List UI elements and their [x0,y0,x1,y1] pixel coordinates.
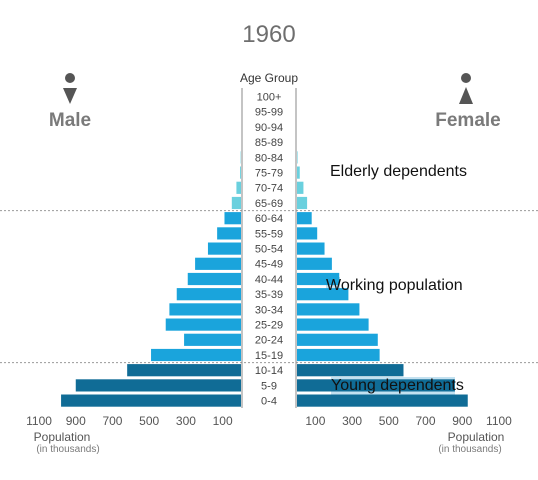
x-tick-label-right: 700 [416,414,436,428]
age-group-label: 40-44 [255,274,283,286]
age-group-header: Age Group [240,71,298,85]
age-group-label: 90-94 [255,122,283,134]
age-group-label: 5-9 [261,380,277,392]
x-tick-label-right: 300 [342,414,362,428]
male-bar [176,288,241,301]
x-axis-label-left: Population [34,430,91,444]
x-tick-label-right: 900 [452,414,472,428]
female-bar [297,196,308,210]
x-tick-label-right: 1100 [486,414,512,428]
age-group-label: 45-49 [255,259,283,271]
age-labels: 100+ 95-99 90-94 85-89 80-84 75-79 70-74 65-69 6… [255,92,283,408]
age-group-label: 55-59 [255,228,283,240]
female-icon [459,73,473,104]
female-bar [297,242,325,255]
x-tick-label-left: 700 [102,414,122,428]
male-bar [169,303,241,316]
male-bar [240,166,241,179]
age-group-label: 80-84 [255,152,283,164]
male-bar [61,394,242,407]
female-bar [297,151,298,164]
segment-label: Elderly dependents [330,163,467,180]
female-bar [297,257,332,270]
female-bar [297,212,312,225]
age-group-label: 75-79 [255,168,283,180]
age-group-label: 0-4 [261,396,277,408]
male-bar [195,257,241,270]
female-bar [297,333,378,346]
female-bar [297,379,455,392]
x-tick-label-right: 100 [305,414,325,428]
male-bar [187,272,241,286]
age-group-label: 70-74 [255,183,283,195]
segment-dividers [0,210,538,364]
x-tick-label-left: 500 [139,414,159,428]
male-bar [184,333,241,346]
female-bar [297,272,340,286]
age-group-label: 25-29 [255,320,283,332]
age-group-label: 15-19 [255,350,283,362]
female-bar [297,303,360,316]
male-bar [231,196,241,210]
male-bar [217,227,241,240]
age-group-label: 65-69 [255,198,283,210]
x-tick-label-right: 500 [379,414,399,428]
age-group-label: 10-14 [255,365,283,377]
female-bar [297,364,404,377]
x-axis-ticks: 1100 900 700 500 300 100 100 300 500 700 900 1100 [26,414,512,428]
age-group-label: 35-39 [255,289,283,301]
x-tick-label-left: 300 [176,414,196,428]
female-bar [297,227,318,240]
female-bar [297,181,304,194]
x-tick-label-left: 100 [213,414,233,428]
male-bar [75,379,241,392]
female-bar [297,288,349,301]
male-label: Male [49,110,91,131]
x-tick-label-left: 1100 [26,414,52,428]
x-axis-sublabel-right: (in thousands) [438,444,501,455]
male-bar [224,212,241,225]
age-group-label: 20-24 [255,335,283,347]
x-axis-sublabel-left: (in thousands) [36,444,99,455]
chart-title: 1960 [242,21,295,48]
female-bar [297,394,468,407]
male-bar [151,348,241,362]
x-tick-label-left: 900 [66,414,86,428]
female-bar [297,166,300,179]
age-group-label: 30-34 [255,304,283,316]
female-bar [297,348,380,362]
age-group-label: 60-64 [255,213,283,225]
female-bar [297,318,369,331]
x-axis-label-right: Population [448,430,505,444]
age-group-label: 50-54 [255,244,283,256]
male-icon [63,73,77,104]
age-group-label: 100+ [257,92,282,104]
segment-labels: Elderly dependents Working population Youn… [326,163,467,394]
male-bar [127,364,241,377]
male-bar [165,318,241,331]
age-group-label: 95-99 [255,107,283,119]
segment-label: Working population [326,277,463,294]
segment-label: Young dependents [331,377,464,394]
age-group-label: 85-89 [255,137,283,149]
male-bar [207,242,241,255]
male-bar [236,181,241,194]
female-label: Female [435,110,500,131]
bars [61,151,468,407]
